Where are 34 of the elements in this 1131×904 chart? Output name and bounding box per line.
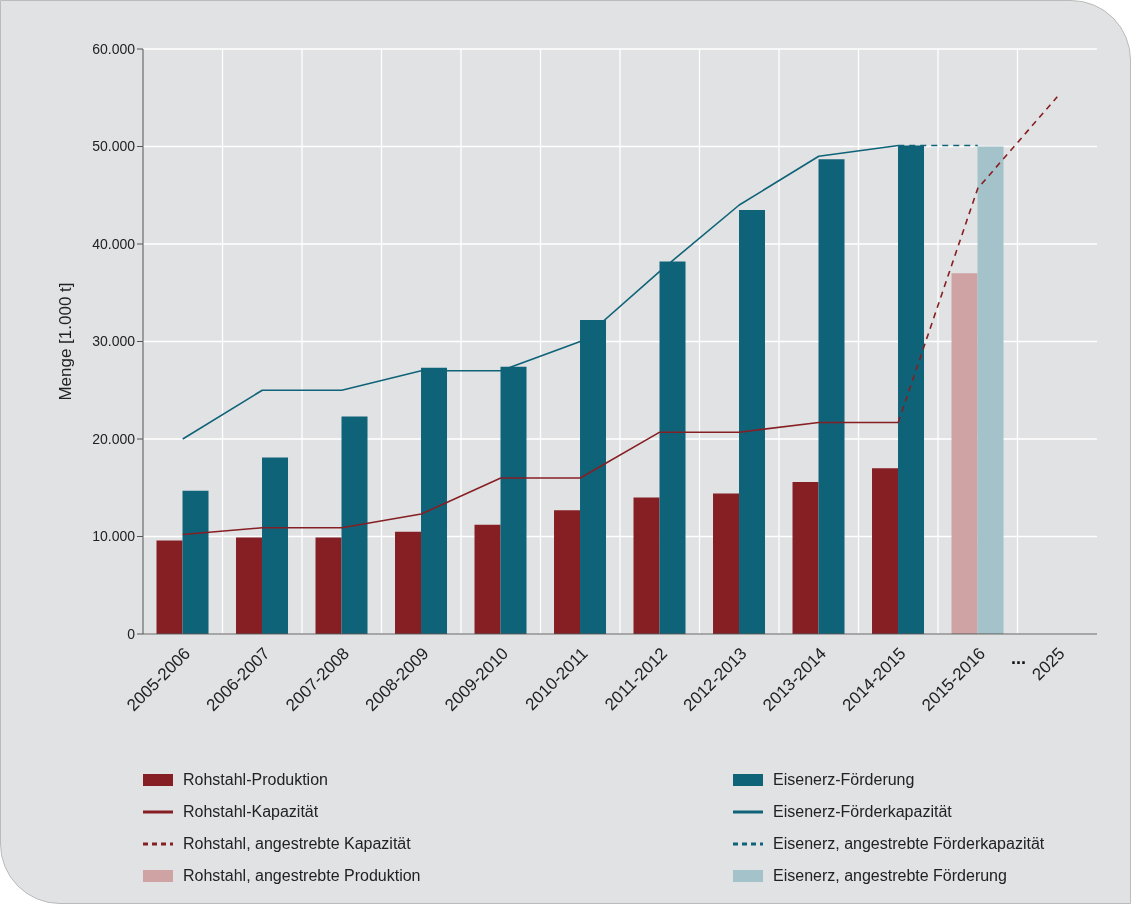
bar [713, 493, 740, 634]
bar [262, 457, 289, 634]
y-tick-label: 30.000 [92, 333, 136, 350]
y-tick-label: 0 [127, 625, 136, 642]
bar [236, 537, 263, 634]
y-tick-label: 20.000 [92, 430, 136, 447]
bar [341, 416, 368, 634]
bar [395, 531, 422, 634]
bar [872, 468, 899, 634]
legend-label: Eisenerz, angestrebte Förderung [773, 867, 1007, 885]
legend-label: Rohstahl, angestrebte Produktion [183, 867, 421, 885]
y-axis-title: Menge [1.000 t] [56, 282, 76, 401]
y-tick-label: 40.000 [92, 235, 136, 252]
bar [633, 497, 660, 634]
bar [315, 537, 342, 634]
bar [739, 209, 766, 634]
y-tick-label: 50.000 [92, 138, 136, 155]
bar [792, 481, 819, 634]
bar [156, 540, 183, 634]
text: ... [1011, 648, 1027, 669]
bar [951, 273, 978, 634]
legend-label: Eisenerz, angestrebte Förderkapazität [773, 835, 1045, 853]
bar [554, 510, 581, 634]
legend-label: Eisenerz-Förderkapazität [773, 803, 952, 821]
y-tick-label: 60.000 [92, 40, 136, 57]
bar [182, 490, 209, 634]
legend-label: Eisenerz-Förderung [773, 771, 915, 789]
bar [977, 146, 1004, 634]
legend-label: Rohstahl-Kapazität [183, 803, 319, 821]
legend-label: Rohstahl, angestrebte Kapazität [183, 835, 411, 853]
y-tick-label: 10.000 [92, 528, 136, 545]
bar [474, 524, 501, 634]
legend-label: Rohstahl-Produktion [183, 771, 328, 789]
bar [818, 159, 845, 634]
